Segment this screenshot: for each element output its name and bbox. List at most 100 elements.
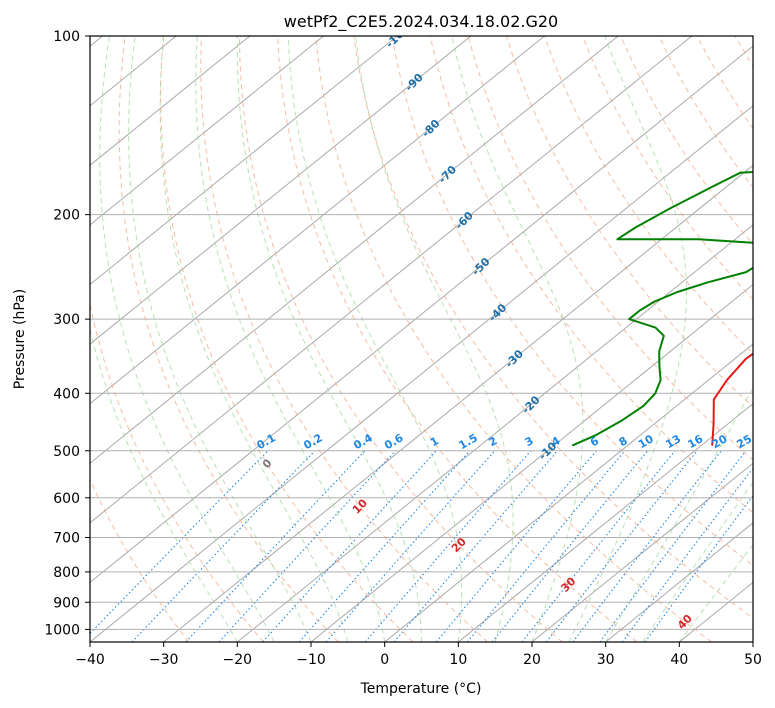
mixing-ratio-label: 0.4 (351, 431, 375, 452)
mixing-ratio-label: 30 (755, 432, 775, 451)
mixing-ratio-line (90, 450, 269, 635)
moist-adiabat-line (128, 36, 312, 642)
y-tick-label: 400 (53, 386, 80, 402)
x-tick-label: 0 (380, 652, 389, 668)
dry-adiabat-line (315, 36, 713, 642)
y-tick-label: 900 (53, 595, 80, 611)
profile-series (571, 171, 753, 447)
dewpoint-profile-line (571, 171, 753, 447)
isotherm-line (531, 462, 753, 642)
moist-adiabat-line (287, 36, 463, 642)
mixing-ratio-label: 6 (588, 434, 601, 449)
dry-adiabat-line (118, 36, 339, 642)
isotherm-line (90, 36, 398, 286)
isotherm-line (458, 403, 753, 642)
isotherm-line (90, 36, 545, 405)
y-tick-label: 300 (53, 312, 80, 328)
mixing-ratio-label: 10 (636, 432, 656, 451)
mixing-ratio-label: 16 (685, 432, 705, 451)
moist-adiabat-line (236, 36, 422, 642)
dry-adiabat-label: 40 (675, 612, 695, 632)
y-tick-label: 100 (53, 29, 80, 45)
plot-frame (89, 35, 754, 643)
moist-adiabat-line (90, 327, 238, 642)
isotherm-label: -20 (519, 393, 542, 416)
isotherm-line (90, 36, 472, 345)
mixing-ratio-label: 0.1 (254, 431, 277, 452)
mixing-ratio-label: 3 (523, 434, 536, 449)
dry-adiabat-line (277, 36, 638, 642)
pressure-gridlines (90, 36, 753, 630)
mixing-ratio-line (325, 450, 496, 642)
moist-adiabat-line (99, 36, 275, 642)
isotherm-line (310, 283, 753, 642)
dry-adiabat-line (696, 36, 753, 130)
dry-adiabat-line (90, 301, 264, 642)
x-tick-label: 40 (670, 652, 688, 668)
isotherm-line (605, 522, 753, 642)
isotherm-label: -40 (486, 301, 509, 324)
isotherm-line (90, 36, 251, 166)
dry-adiabat-line (391, 36, 753, 567)
mixing-ratio-label: 13 (663, 432, 683, 451)
moist-adiabat-line (568, 36, 688, 642)
isotherm-label: -90 (403, 71, 426, 94)
moist-adiabat-line (159, 36, 349, 642)
dry-adiabat-line (238, 36, 563, 642)
mixing-ratio-line (435, 450, 597, 642)
x-tick-label: −40 (75, 652, 105, 668)
chart-title: wetPf2_C2E5.2024.034.18.02.G20 (284, 12, 558, 32)
x-tick-label: −20 (223, 652, 253, 668)
mixing-ratio-line (621, 467, 753, 642)
x-tick-label: 50 (744, 652, 762, 668)
mixing-ratio-line (521, 450, 676, 642)
temperature-profile-line (711, 352, 753, 446)
isotherm-line (90, 105, 753, 642)
y-tick-label: 800 (53, 565, 80, 581)
line-labels: 0.10.20.40.611.52346810131620253036-100-… (254, 36, 775, 632)
isotherm-line (384, 343, 753, 642)
dry-adiabat-label: 30 (558, 575, 578, 595)
moist-adiabat-line (195, 36, 386, 642)
y-axis-title: Pressure (hPa) (12, 289, 28, 389)
isotherm-line (90, 36, 324, 226)
moist-adiabat-line (355, 36, 514, 642)
mixing-ratio-line (467, 450, 626, 642)
y-tick-label: 700 (53, 531, 80, 547)
y-tick-label: 1000 (44, 622, 80, 638)
isotherm-line (90, 45, 753, 584)
x-axis-title: Temperature (°C) (360, 681, 482, 697)
mixing-ratio-line (393, 450, 558, 642)
mixing-ratio-label: 8 (617, 434, 630, 449)
mixing-ratio-line (491, 450, 649, 642)
dry-adiabat-label: 10 (350, 496, 370, 516)
y-tick-label: 600 (53, 491, 80, 507)
isotherm-label: -70 (436, 163, 459, 186)
mixing-ratio-line (599, 450, 747, 642)
isotherm-line (237, 224, 753, 642)
isotherm-label: -30 (503, 347, 526, 370)
dry-adiabat-line (467, 36, 753, 461)
background-lines (90, 36, 753, 642)
mixing-ratio-line (298, 450, 471, 642)
dry-adiabat-line (90, 478, 190, 642)
y-axis: 100 200 300 400 500 600 700 800 900 1000 (44, 29, 90, 638)
x-axis: −40 −30 −20 −10 0 10 20 30 40 50 (75, 642, 762, 668)
moist-adiabat-line (451, 36, 584, 642)
x-tick-label: −30 (149, 652, 179, 668)
x-tick-label: 10 (449, 652, 467, 668)
mixing-ratio-line (572, 450, 722, 642)
mixing-ratio-label: 0.2 (301, 431, 324, 452)
mixing-ratio-line (131, 450, 316, 642)
mixing-ratio-line (262, 450, 437, 642)
x-tick-label: 20 (523, 652, 541, 668)
mixing-ratio-line (644, 494, 753, 642)
mixing-ratio-label: 1 (428, 434, 441, 449)
isotherm-label: -80 (419, 117, 442, 140)
mixing-ratio-line (218, 450, 397, 642)
isotherm-line (752, 641, 753, 642)
x-tick-label: −10 (296, 652, 326, 668)
y-tick-label: 500 (53, 444, 80, 460)
isotherm-line (90, 36, 693, 524)
